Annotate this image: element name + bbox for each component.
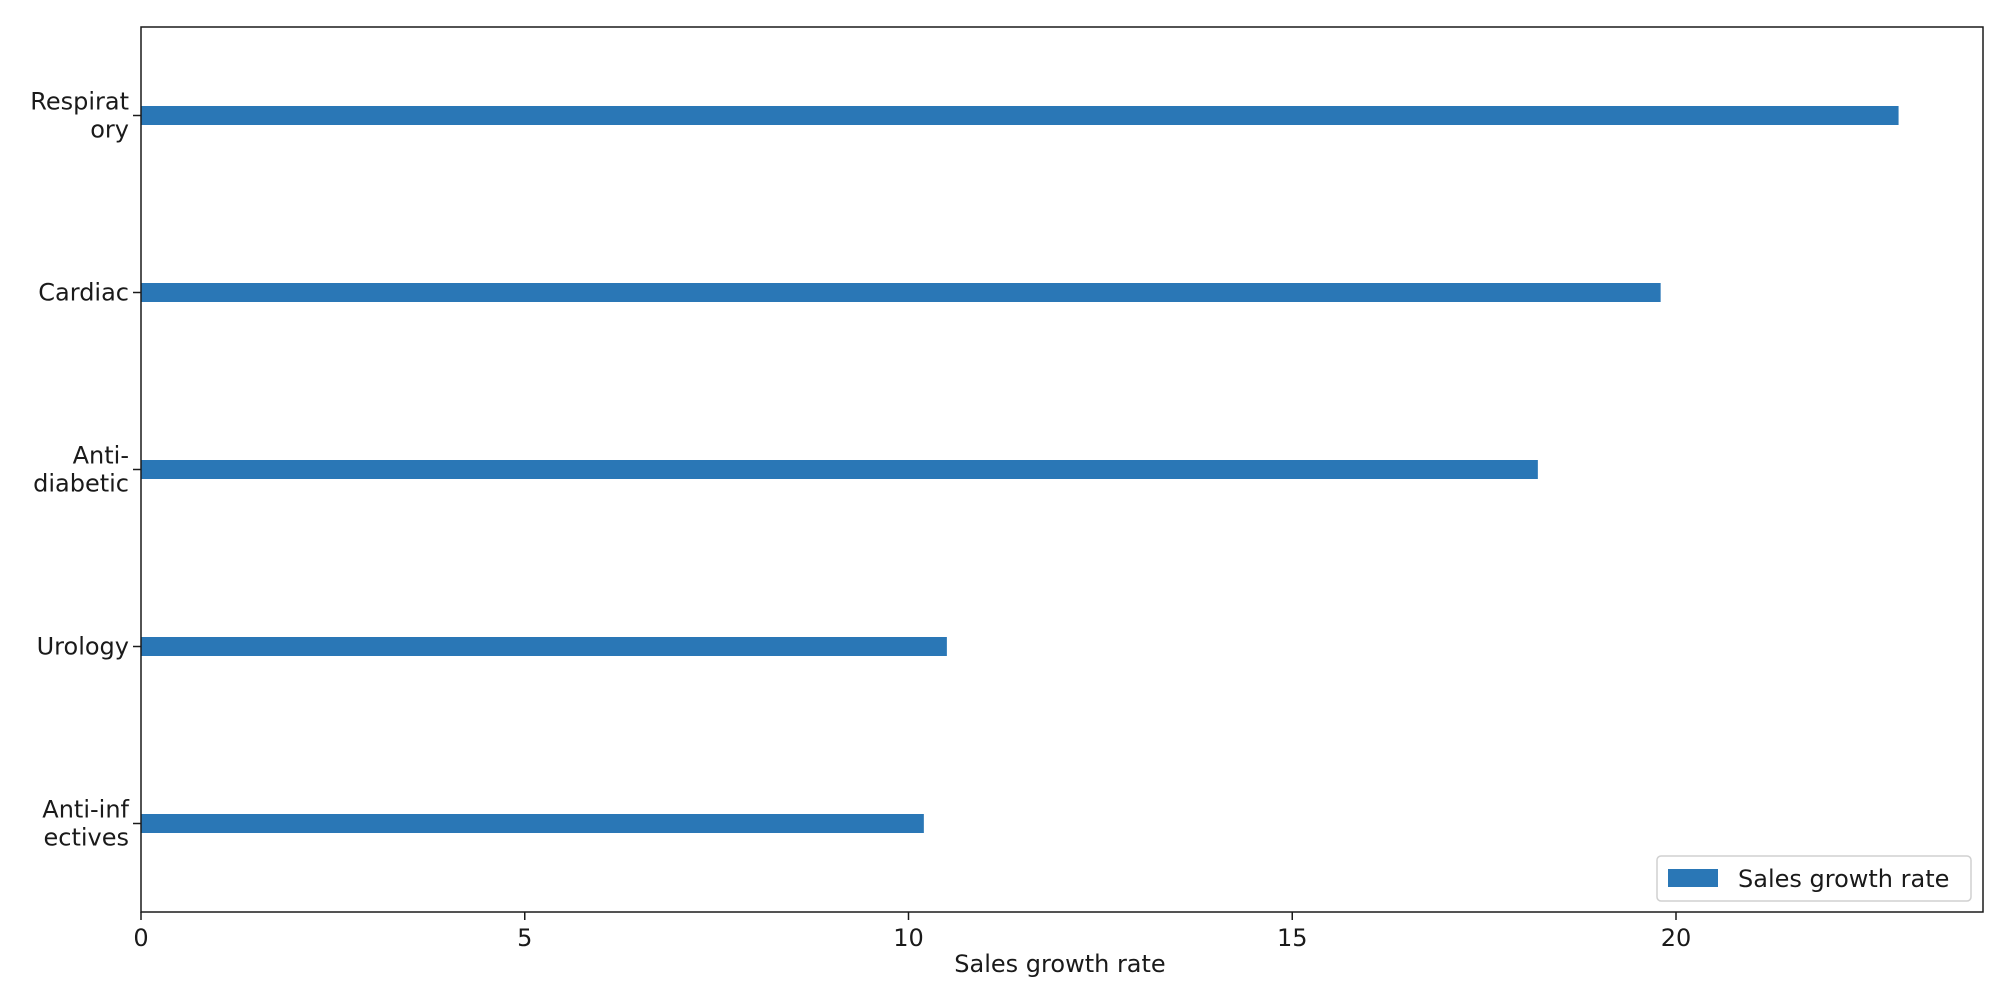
y-tick-label: Cardiac: [38, 279, 129, 307]
legend-label: Sales growth rate: [1738, 865, 1949, 893]
y-tick-label: Anti-diabetic: [33, 442, 129, 498]
y-tick-label: Urology: [37, 633, 129, 661]
legend: Sales growth rate: [1656, 855, 1972, 902]
y-tick-label: Respirat ory: [30, 88, 129, 144]
legend-swatch: [1668, 869, 1718, 887]
ticks-layer: 0 5 10 15 20 Respirat ory Cardiac Anti-diabetic U…: [30, 88, 1691, 953]
bar-cardiac: [141, 283, 1661, 302]
y-tick-label: Anti-inf ectives: [42, 796, 129, 852]
bar-anti-infectives: [141, 814, 924, 833]
x-tick-label: 5: [517, 924, 532, 952]
x-tick-label: 15: [1277, 924, 1308, 952]
x-tick-label: 0: [133, 924, 148, 952]
bar-anti-diabetic: [141, 460, 1538, 479]
legend-frame: [1656, 855, 1972, 902]
bar-respiratory: [141, 106, 1899, 125]
bars-layer: [141, 106, 1899, 833]
bar-urology: [141, 637, 947, 656]
x-tick-label: 20: [1661, 924, 1692, 952]
x-axis-label: Sales growth rate: [954, 950, 1165, 978]
x-tick-label: 10: [893, 924, 924, 952]
